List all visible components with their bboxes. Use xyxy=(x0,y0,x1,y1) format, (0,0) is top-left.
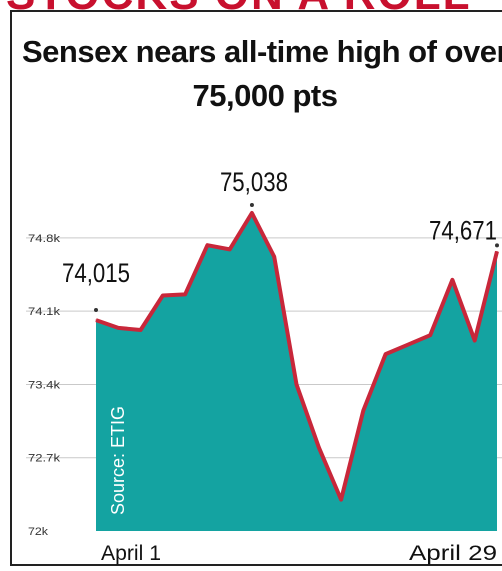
annotation-label: 74,015 xyxy=(62,258,130,288)
data-point xyxy=(474,339,476,341)
data-point xyxy=(117,327,119,329)
data-point xyxy=(496,250,498,252)
area-fill xyxy=(96,213,497,531)
banner-text: STOCKS ON A ROLL xyxy=(6,0,472,10)
source-label: Source: ETIG xyxy=(108,406,128,515)
y-tick-label: 72k xyxy=(28,526,49,538)
y-tick-label: 74.1k xyxy=(28,306,61,318)
data-point xyxy=(229,248,231,250)
data-point xyxy=(429,334,431,336)
data-point xyxy=(318,446,320,448)
annotation-label: 75,038 xyxy=(220,167,288,197)
data-point xyxy=(340,499,342,501)
chart-title: Sensex nears all-time high of over 75,00… xyxy=(21,34,502,113)
data-point xyxy=(184,293,186,295)
data-point xyxy=(407,344,409,346)
annotation-dot xyxy=(495,243,499,248)
annotation-label: 74,671 xyxy=(429,215,497,245)
data-point xyxy=(95,319,97,321)
chart-frame xyxy=(10,10,502,566)
y-tick-label: 74.8k xyxy=(28,233,61,245)
data-point xyxy=(162,294,164,296)
data-point xyxy=(140,329,142,331)
data-point xyxy=(273,256,275,258)
x-tick-label: April 1 xyxy=(101,542,161,565)
y-tick-label: 73.4k xyxy=(28,379,61,391)
data-point xyxy=(385,353,387,355)
data-point xyxy=(296,383,297,385)
data-point xyxy=(206,244,208,246)
banner-strip: STOCKS ON A ROLL xyxy=(0,0,502,10)
annotation-dot xyxy=(94,308,98,313)
x-tick-label: April 29 xyxy=(409,542,497,565)
data-point xyxy=(451,279,453,281)
annotation-dot xyxy=(249,202,254,207)
y-tick-label: 72.7k xyxy=(28,453,61,465)
data-point xyxy=(251,212,253,214)
data-point xyxy=(362,410,364,412)
